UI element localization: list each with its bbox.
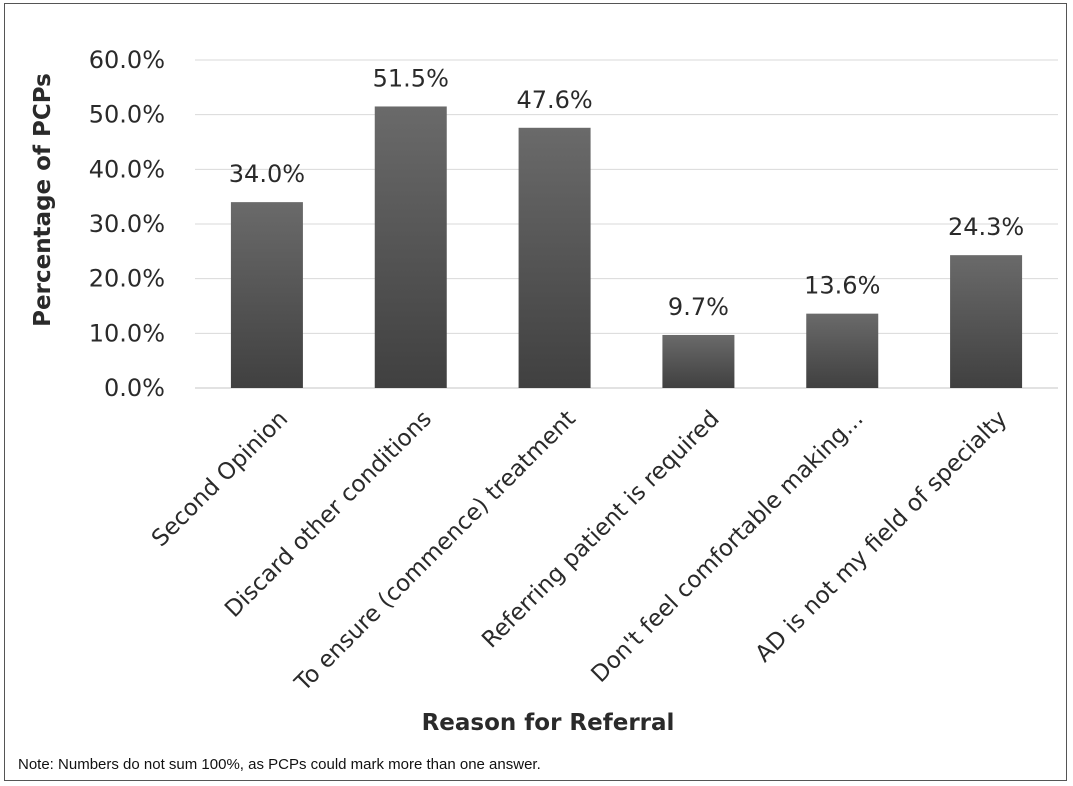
gridlines — [195, 59, 1058, 389]
chart-note: Note: Numbers do not sum 100%, as PCPs c… — [18, 756, 541, 773]
y-tick-label: 30.0% — [89, 210, 165, 238]
x-tick-label: Don't feel comfortable making... — [587, 406, 869, 688]
y-tick-label: 0.0% — [104, 374, 165, 402]
bar — [518, 127, 591, 388]
y-axis-title: Percentage of PCPs — [30, 73, 56, 327]
data-label: 24.3% — [948, 213, 1024, 241]
bar — [662, 334, 735, 388]
data-label: 13.6% — [804, 272, 880, 300]
y-tick-label: 60.0% — [89, 46, 165, 74]
bar — [374, 106, 447, 388]
data-label: 51.5% — [373, 64, 449, 92]
bars — [230, 106, 1023, 388]
bar — [806, 313, 879, 388]
data-labels: 34.0% 51.5% 47.6% 9.7% 13.6% 24.3% — [229, 64, 1024, 321]
y-tick-labels: 0.0% 10.0% 20.0% 30.0% 40.0% 50.0% 60.0% — [89, 46, 165, 402]
data-label: 34.0% — [229, 160, 305, 188]
y-tick-label: 40.0% — [89, 155, 165, 183]
data-label: 47.6% — [516, 86, 592, 114]
x-axis-title: Reason for Referral — [422, 710, 675, 736]
y-tick-label: 20.0% — [89, 265, 165, 293]
x-tick-label: Referring patient is required — [477, 406, 724, 653]
x-tick-label: To ensure (commence) treatment — [290, 406, 581, 697]
bar — [230, 202, 303, 388]
y-tick-label: 50.0% — [89, 101, 165, 129]
x-tick-label: AD is not my field of specialty — [751, 406, 1013, 668]
bar — [950, 255, 1023, 388]
data-label: 9.7% — [668, 293, 729, 321]
y-tick-label: 10.0% — [89, 319, 165, 347]
x-tick-label: Second Opinion — [147, 406, 293, 552]
